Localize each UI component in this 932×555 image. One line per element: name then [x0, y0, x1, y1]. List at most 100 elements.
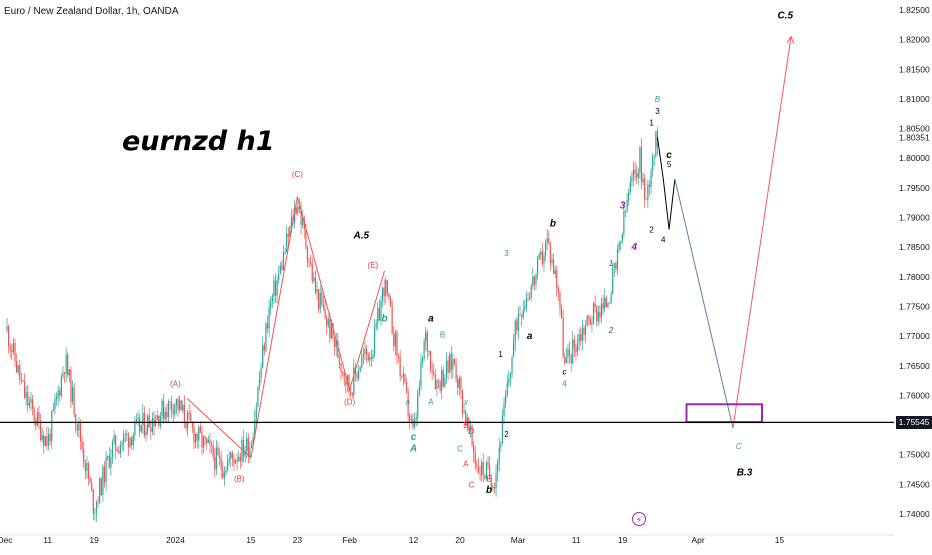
candle [575, 344, 577, 362]
candle [409, 413, 411, 430]
wave-label: c [411, 432, 417, 443]
candle [546, 229, 548, 251]
candle-body [6, 326, 8, 331]
candle [79, 419, 82, 450]
candle [220, 450, 222, 479]
candle [458, 375, 460, 396]
candle-body [330, 322, 333, 339]
candle-body [362, 354, 364, 357]
candle [86, 456, 88, 479]
candle [60, 373, 62, 399]
candle [17, 364, 19, 376]
candle-body [513, 342, 515, 357]
wave-label: (C) [292, 170, 303, 179]
candle-body [164, 411, 166, 420]
candle-body [324, 307, 326, 319]
wave-label: b [550, 218, 556, 229]
candle-body [84, 463, 86, 472]
candle-body [484, 475, 486, 479]
candle-body [397, 356, 400, 358]
candle-body [418, 386, 420, 394]
candle [501, 408, 504, 445]
candle-body [407, 391, 409, 416]
candle [214, 448, 216, 478]
candle-body [204, 436, 206, 439]
candle [209, 432, 211, 454]
candle-body [191, 422, 193, 428]
candle-body [225, 470, 227, 473]
candle [554, 265, 556, 279]
candle [302, 210, 304, 229]
candle-body [388, 293, 390, 298]
x-tick-label: Apr [691, 535, 704, 545]
candle-body [650, 171, 652, 187]
candle [94, 508, 96, 521]
candle-body [100, 478, 102, 496]
candle-body [393, 334, 395, 347]
candle [273, 275, 275, 305]
candle [425, 326, 427, 351]
candle [653, 154, 655, 166]
candle-body [554, 270, 556, 274]
candle-body [487, 462, 489, 466]
candle [385, 276, 387, 303]
candle [482, 453, 484, 483]
candle-body [514, 320, 516, 343]
candle-body [450, 354, 452, 370]
candle [335, 332, 337, 357]
candle-body [645, 198, 647, 200]
candle [447, 356, 449, 380]
candle [102, 464, 104, 503]
candle-body [105, 457, 107, 483]
wave-label: b [486, 485, 492, 496]
candle-body [525, 298, 528, 307]
candle-body [519, 314, 521, 316]
candle-body [425, 332, 427, 342]
candle [286, 225, 288, 253]
candle-body [540, 251, 542, 255]
candle-body [252, 437, 254, 446]
candle-body [223, 472, 225, 478]
candle-body [604, 297, 606, 309]
candle-body [140, 425, 142, 432]
candle [597, 305, 599, 326]
candle [576, 334, 579, 356]
candle-body [473, 445, 475, 454]
candle-body [127, 434, 130, 447]
candle-body [420, 361, 422, 387]
candle-body [166, 411, 168, 418]
candle-body [234, 459, 237, 464]
wave-label: 2 [608, 326, 614, 335]
target-zone-box[interactable] [685, 403, 763, 424]
candle [110, 448, 112, 476]
candle-body [589, 318, 591, 325]
candle-body [270, 301, 272, 308]
candle-body [87, 463, 90, 479]
candle-body [51, 411, 53, 441]
candle-body [19, 365, 21, 380]
candle [263, 342, 265, 356]
candle-body [271, 295, 273, 302]
wave-label: a [527, 331, 533, 342]
candle [399, 349, 401, 382]
candle-body [511, 356, 513, 374]
candle-body [137, 417, 139, 420]
candle [361, 347, 363, 369]
candle-body [567, 349, 569, 357]
lightning-bolt-icon[interactable]: ⚡ [632, 512, 646, 526]
candle-body [123, 434, 125, 443]
candle [92, 488, 94, 520]
candle-body [506, 382, 508, 396]
annotation-title: eurnzd h1 [122, 126, 275, 157]
candle [508, 370, 510, 388]
candle-body [442, 370, 444, 387]
candle-body [57, 390, 59, 397]
candle [238, 450, 240, 463]
candle [35, 417, 37, 431]
candle-body [30, 399, 32, 403]
candle-body [345, 380, 347, 385]
candle-body [377, 308, 379, 324]
candle-body [568, 349, 571, 355]
